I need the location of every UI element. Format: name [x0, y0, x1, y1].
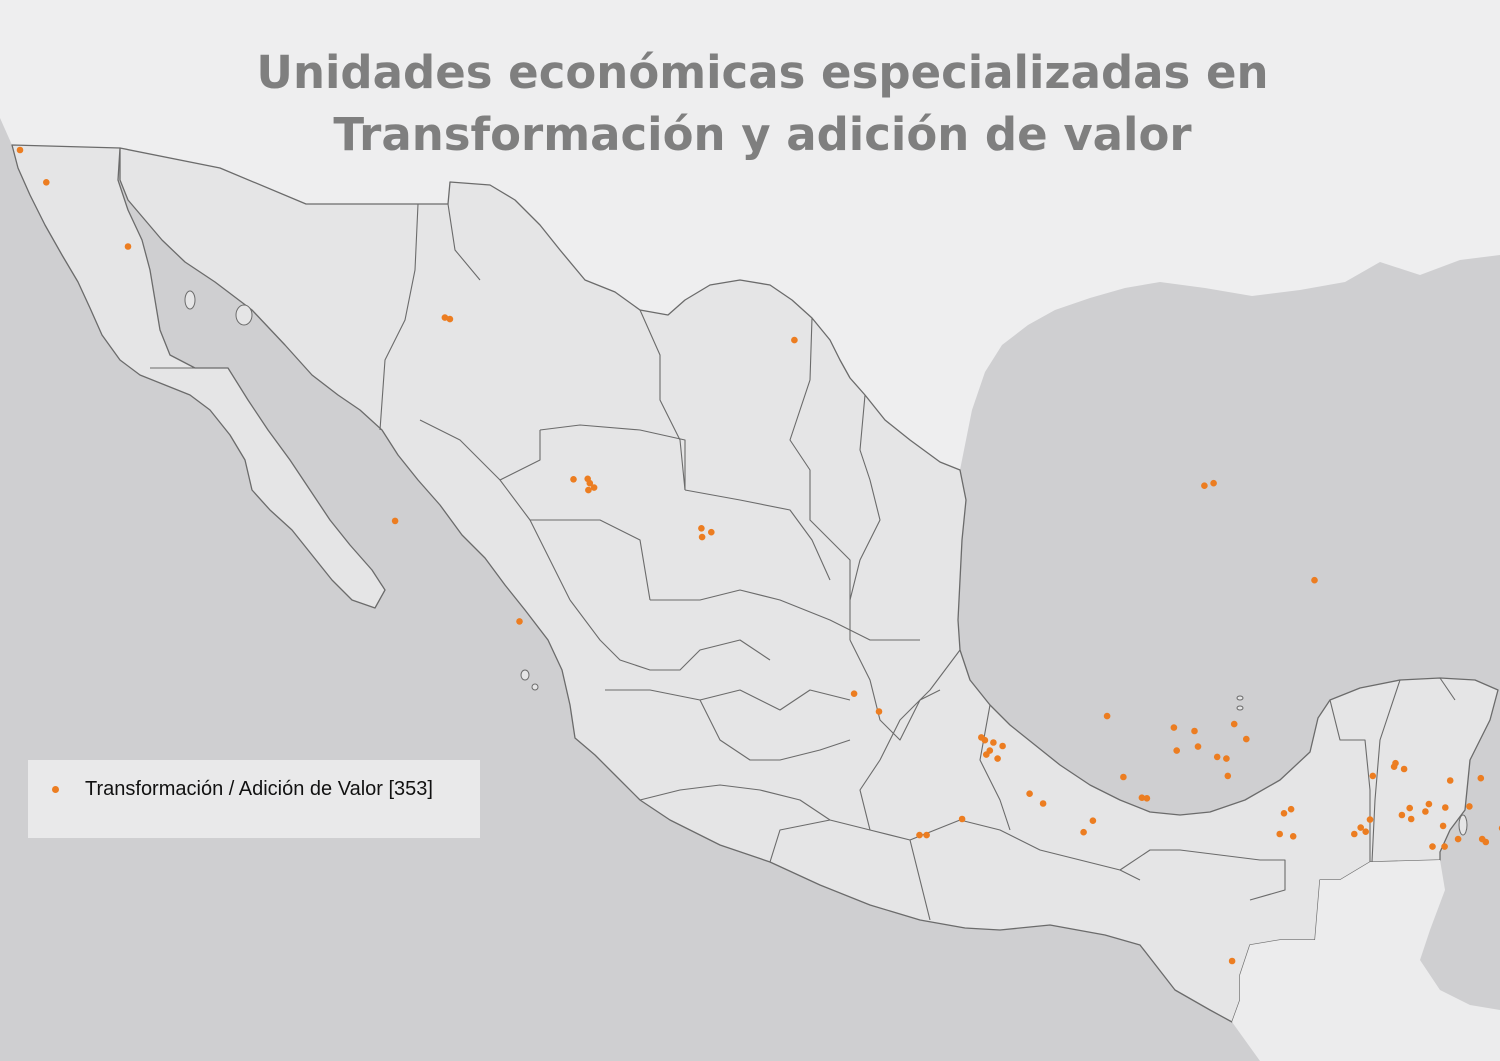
- economic-unit-point: [1406, 804, 1413, 812]
- economic-unit-point: [586, 479, 594, 487]
- economic-unit-point: [1173, 747, 1180, 754]
- economic-unit-point: [1425, 800, 1433, 808]
- economic-unit-point: [1362, 828, 1369, 835]
- economic-unit-point: [1026, 790, 1033, 797]
- economic-unit-point: [1243, 735, 1250, 743]
- economic-unit-point: [391, 517, 399, 525]
- economic-unit-point: [43, 179, 50, 186]
- economic-unit-point: [1311, 576, 1318, 584]
- economic-unit-point: [994, 755, 1001, 762]
- economic-unit-point: [1477, 774, 1485, 782]
- economic-unit-point: [1143, 795, 1151, 802]
- economic-unit-point: [1422, 808, 1429, 815]
- economic-unit-point: [1398, 811, 1406, 819]
- economic-unit-point: [570, 476, 577, 483]
- economic-unit-point: [1366, 816, 1374, 823]
- economic-unit-point: [698, 533, 706, 541]
- economic-unit-point: [1194, 743, 1202, 750]
- economic-unit-point: [1138, 794, 1146, 801]
- economic-unit-point: [708, 528, 715, 536]
- economic-unit-point: [1400, 765, 1408, 773]
- economic-unit-point: [590, 484, 598, 491]
- economic-unit-point: [916, 831, 923, 839]
- economic-unit-point: [1223, 755, 1230, 762]
- economic-unit-point: [791, 336, 798, 344]
- economic-unit-point: [1089, 817, 1097, 824]
- economic-unit-point: [1210, 479, 1217, 487]
- economic-unit-point: [1351, 830, 1358, 838]
- map-title: Unidades económicas especializadas en Tr…: [0, 42, 1500, 166]
- economic-unit-point: [1287, 805, 1295, 813]
- economic-unit-point: [1039, 800, 1047, 807]
- economic-unit-point: [1280, 810, 1288, 817]
- economic-unit-point: [1230, 720, 1238, 728]
- economic-unit-point: [958, 815, 966, 823]
- economic-unit-point: [1228, 957, 1236, 965]
- economic-unit-point: [1224, 772, 1232, 780]
- economic-unit-point: [441, 314, 449, 321]
- economic-unit-point: [1357, 824, 1364, 831]
- state-borders: [150, 203, 1456, 921]
- economic-unit-point: [1466, 803, 1473, 810]
- economic-unit-point: [1439, 822, 1447, 830]
- economic-unit-point: [850, 690, 858, 697]
- economic-unit-point: [1170, 724, 1178, 731]
- central-america-landmass: [1232, 860, 1500, 1061]
- economic-unit-point: [585, 486, 592, 494]
- economic-unit-point: [983, 751, 990, 758]
- economic-unit-point: [1201, 482, 1208, 490]
- economic-unit-point: [1441, 843, 1448, 850]
- economic-unit-point: [1289, 833, 1297, 840]
- economic-unit-point: [1369, 772, 1377, 780]
- economic-unit-point: [124, 243, 132, 250]
- economic-unit-point: [516, 618, 523, 625]
- economic-unit-point: [1407, 815, 1415, 823]
- economic-unit-point: [446, 315, 454, 323]
- economic-unit-point: [923, 831, 930, 839]
- economic-units-points: [16, 146, 1500, 965]
- economic-unit-point: [1276, 830, 1283, 838]
- legend-label: Transformación / Adición de Valor [353]: [85, 778, 433, 800]
- baja-california-peninsula: [11, 144, 386, 609]
- economic-unit-point: [999, 742, 1006, 750]
- economic-unit-point: [1120, 773, 1127, 781]
- mexico-mainland: [119, 147, 1499, 1023]
- economic-unit-point: [1213, 753, 1221, 761]
- economic-unit-point: [875, 708, 883, 715]
- islands: [184, 290, 1468, 836]
- economic-unit-point: [1103, 712, 1111, 720]
- economic-unit-point: [1191, 727, 1198, 735]
- map-title-line-2: Transformación y adición de valor: [333, 108, 1192, 161]
- economic-unit-point: [1429, 843, 1436, 850]
- economic-unit-point: [1442, 804, 1449, 811]
- economic-unit-point: [1392, 759, 1399, 767]
- economic-unit-point: [1446, 777, 1454, 784]
- united-states-landmass: [0, 0, 1500, 470]
- economic-unit-point: [698, 525, 705, 532]
- economic-unit-point: [1080, 828, 1087, 836]
- economic-unit-point: [16, 146, 24, 154]
- legend: Transformación / Adición de Valor [353]: [28, 760, 480, 838]
- economic-unit-point: [990, 739, 997, 746]
- economic-unit-point: [1454, 835, 1462, 843]
- map-title-line-1: Unidades económicas especializadas en: [256, 46, 1269, 99]
- orange-dot-icon: [52, 786, 59, 793]
- economic-unit-point: [1478, 835, 1486, 843]
- economic-unit-point: [978, 734, 985, 741]
